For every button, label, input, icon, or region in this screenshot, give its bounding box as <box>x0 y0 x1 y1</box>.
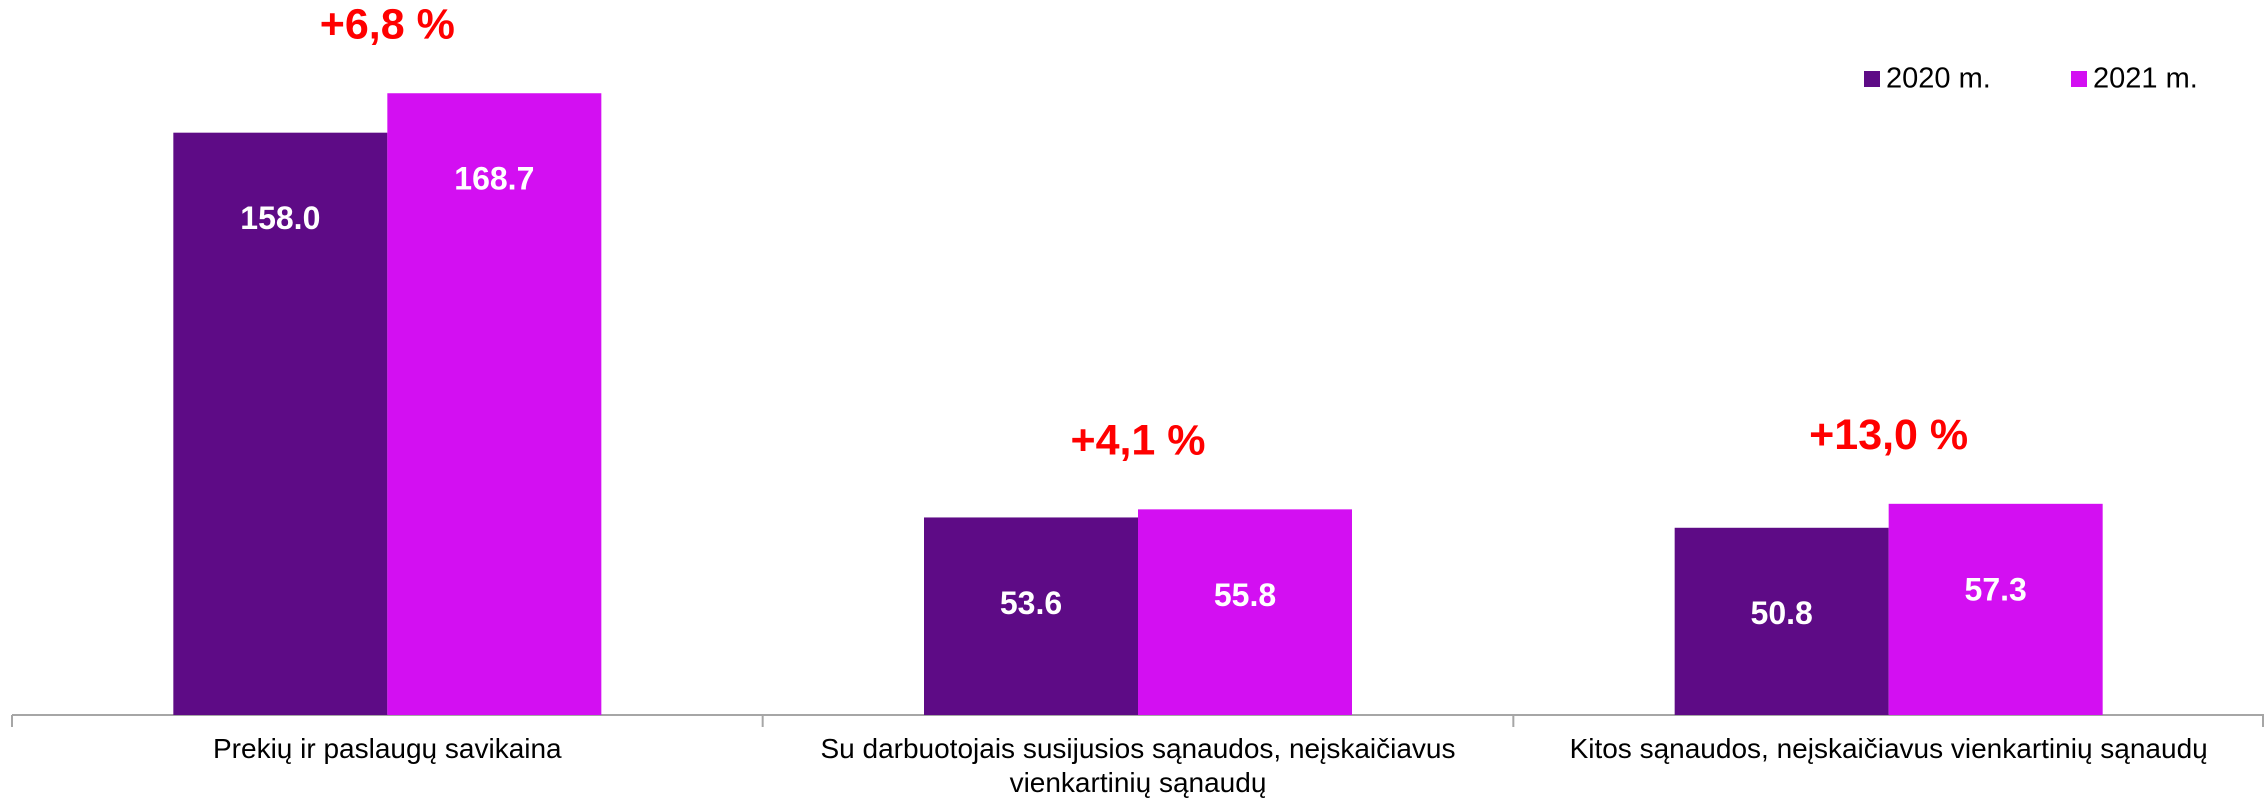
legend-label: 2021 m. <box>2093 63 2198 95</box>
x-tick-label: Kitos sąnaudos, neįskaičiavus vienkartin… <box>1569 733 2208 764</box>
value-label: 158.0 <box>240 200 320 236</box>
bar <box>173 132 388 715</box>
legend-swatch <box>2071 71 2087 87</box>
bar <box>1888 503 2103 715</box>
x-tick-label: Prekių ir paslaugų savikaina <box>213 733 562 764</box>
annotation: +13,0 % <box>1809 411 1968 459</box>
value-label: 57.3 <box>1965 571 2027 607</box>
legend-swatch <box>1864 71 1880 87</box>
bar <box>1138 509 1352 715</box>
annotation: +4,1 % <box>1070 417 1205 465</box>
value-label: 55.8 <box>1214 577 1276 613</box>
legend-label: 2020 m. <box>1886 63 1991 95</box>
annotation: +6,8 % <box>320 1 455 49</box>
bar <box>1674 527 1889 715</box>
bar <box>924 517 1138 715</box>
value-label: 50.8 <box>1751 595 1813 631</box>
value-label: 53.6 <box>1000 585 1062 621</box>
x-tick-label: Su darbuotojais susijusios sąnaudos, neį… <box>820 733 1456 798</box>
value-label: 168.7 <box>454 161 534 197</box>
bar <box>387 93 602 715</box>
